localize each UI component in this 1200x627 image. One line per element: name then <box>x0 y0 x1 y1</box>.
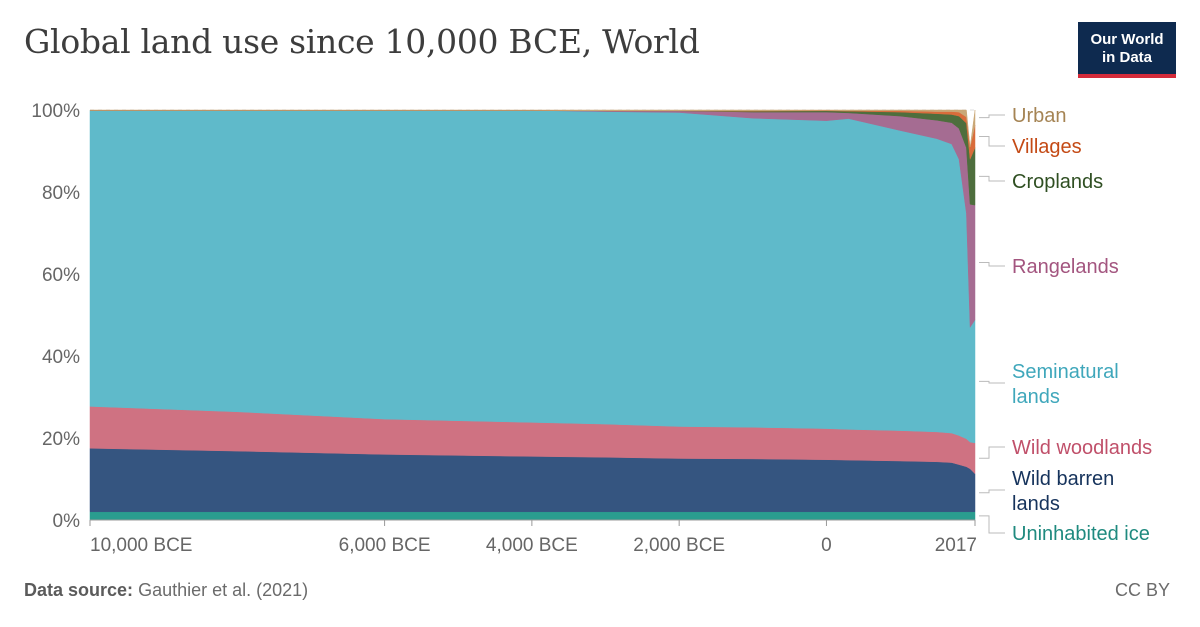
legend: Uninhabited ice Wild barren lands Wild wood… <box>979 105 1152 545</box>
legend-connector <box>979 515 1005 534</box>
y-tick-label: 0% <box>53 511 81 532</box>
x-tick-label: 2,000 BCE <box>633 535 725 556</box>
legend-label-wild-barren-lands[interactable]: lands <box>1012 493 1060 515</box>
y-axis: 0% 20% 40% 60% 80% 100% <box>31 101 80 532</box>
legend-connector <box>979 135 1005 147</box>
legend-connector <box>979 489 1005 494</box>
x-tick-label: 2017 <box>935 535 977 556</box>
x-tick-label: 10,000 BCE <box>90 535 192 556</box>
y-tick-label: 100% <box>31 101 80 122</box>
legend-label-urban[interactable]: Urban <box>1012 105 1066 127</box>
chart-title: Global land use since 10,000 BCE, World <box>24 22 700 61</box>
legend-label-seminatural-lands[interactable]: Seminatural <box>1012 361 1119 383</box>
owid-logo[interactable]: Our World in Data <box>1078 22 1176 78</box>
legend-connector <box>979 380 1005 384</box>
legend-label-uninhabited-ice[interactable]: Uninhabited ice <box>1012 523 1150 545</box>
stacked-areas <box>89 109 976 521</box>
x-tick-label: 0 <box>821 535 832 556</box>
area-uninhabited-ice[interactable] <box>89 511 976 521</box>
legend-connector <box>979 175 1005 182</box>
y-tick-label: 20% <box>42 429 80 450</box>
legend-label-rangelands[interactable]: Rangelands <box>1012 256 1119 278</box>
y-tick-label: 60% <box>42 265 80 286</box>
license[interactable]: CC BY <box>1114 580 1170 600</box>
legend-label-wild-woodlands[interactable]: Wild woodlands <box>1012 437 1152 459</box>
legend-connector <box>979 114 1005 119</box>
legend-label-croplands[interactable]: Croplands <box>1012 171 1103 193</box>
legend-label-seminatural-lands[interactable]: lands <box>1012 386 1060 408</box>
y-tick-label: 80% <box>42 183 80 204</box>
data-source: Data source: Gauthier et al. (2021) <box>24 580 308 601</box>
legend-connector <box>979 446 1005 459</box>
area-urban[interactable] <box>89 109 976 147</box>
legend-label-villages[interactable]: Villages <box>1012 136 1082 158</box>
source-text[interactable]: Gauthier et al. (2021) <box>138 580 309 600</box>
source-label: Data source: <box>24 580 134 600</box>
logo-line-2: in Data <box>1101 49 1152 66</box>
area-seminatural-lands[interactable] <box>89 110 976 444</box>
logo-line-1: Our World <box>1090 31 1164 48</box>
x-tick-label: 6,000 BCE <box>339 535 431 556</box>
y-tick-label: 40% <box>42 347 80 368</box>
x-tick-label: 4,000 BCE <box>486 535 578 556</box>
legend-label-wild-barren-lands[interactable]: Wild barren <box>1012 468 1114 490</box>
legend-connector <box>979 262 1005 267</box>
x-axis: 10,000 BCE 6,000 BCE 4,000 BCE 2,000 BCE 0 20… <box>89 519 977 556</box>
